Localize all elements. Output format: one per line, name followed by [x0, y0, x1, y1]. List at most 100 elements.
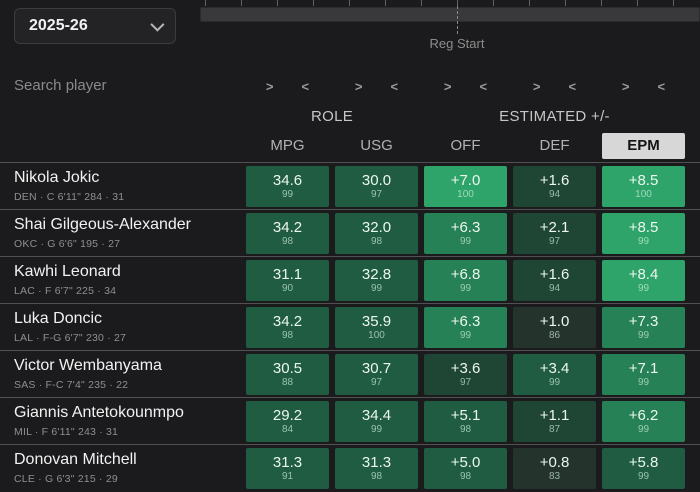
stat-value: +8.4	[628, 265, 659, 283]
stat-value: +6.2	[628, 406, 659, 424]
table-row[interactable]: Kawhi Leonard LAC · F 6'7" 225 · 34 31.1…	[0, 256, 700, 303]
stat-percentile: 87	[548, 423, 561, 435]
table-row[interactable]: Nikola Jokic DEN · C 6'11" 284 · 31 34.6…	[0, 162, 700, 209]
stat-cell-mpg: 31.3 91	[246, 447, 329, 489]
table-row[interactable]: Shai Gilgeous-Alexander OKC · G 6'6" 195…	[0, 209, 700, 256]
sort-desc-button-off[interactable]: <	[479, 78, 488, 94]
player-name[interactable]: Donovan Mitchell	[14, 451, 137, 469]
sort-pair-epm: > <	[599, 80, 688, 93]
date-range-timeline[interactable]: Reg Start	[200, 0, 700, 58]
stat-percentile: 97	[370, 188, 383, 200]
sort-asc-button-mpg[interactable]: >	[265, 78, 274, 94]
stat-cell-def: +2.1 97	[513, 212, 596, 254]
player-cell: Giannis Antetokounmpo MIL · F 6'11" 243 …	[12, 404, 243, 437]
player-stats-table: Nikola Jokic DEN · C 6'11" 284 · 31 34.6…	[0, 162, 700, 491]
stat-value: +6.8	[450, 265, 481, 283]
stat-value: 31.3	[361, 453, 392, 471]
sort-asc-button-def[interactable]: >	[532, 78, 541, 94]
stat-cell-off: +6.3 99	[424, 306, 507, 348]
search-input[interactable]	[12, 77, 224, 94]
player-name[interactable]: Victor Wembanyama	[14, 357, 162, 375]
stat-percentile: 83	[548, 470, 561, 482]
stat-percentile: 88	[281, 376, 294, 388]
stat-value: +5.8	[628, 453, 659, 471]
player-name[interactable]: Nikola Jokic	[14, 169, 100, 187]
stat-cell-epm: +7.3 99	[602, 306, 685, 348]
sort-asc-button-usg[interactable]: >	[354, 78, 363, 94]
stat-value: 34.4	[361, 406, 392, 424]
stat-percentile: 97	[370, 376, 383, 388]
stat-percentile: 98	[459, 423, 472, 435]
table-row[interactable]: Giannis Antetokounmpo MIL · F 6'11" 243 …	[0, 397, 700, 444]
stat-cell-usg: 30.0 97	[335, 165, 418, 207]
stat-cell-usg: 32.0 98	[335, 212, 418, 254]
stat-cell-mpg: 29.2 84	[246, 400, 329, 442]
stat-value: +1.0	[539, 312, 570, 330]
stat-cell-def: +1.1 87	[513, 400, 596, 442]
stat-value: 30.5	[272, 359, 303, 377]
stat-cell-off: +5.1 98	[424, 400, 507, 442]
stat-percentile: 94	[548, 188, 561, 200]
timeline-ticks	[205, 0, 699, 6]
stat-percentile: 99	[370, 423, 383, 435]
topbar: 2025-26 Reg Start	[0, 0, 700, 60]
column-header-epm[interactable]: EPM	[602, 133, 685, 159]
stat-percentile: 99	[459, 282, 472, 294]
stat-value: +8.5	[628, 218, 659, 236]
stat-value: +0.8	[539, 453, 570, 471]
stat-cell-mpg: 30.5 88	[246, 353, 329, 395]
player-name[interactable]: Giannis Antetokounmpo	[14, 404, 184, 422]
sort-pair-mpg: > <	[243, 80, 332, 93]
stat-value: 34.6	[272, 171, 303, 189]
stat-percentile: 91	[281, 470, 294, 482]
stat-cell-mpg: 31.1 90	[246, 259, 329, 301]
player-name[interactable]: Kawhi Leonard	[14, 263, 121, 281]
stat-percentile: 100	[457, 188, 474, 200]
stat-percentile: 97	[548, 235, 561, 247]
stat-percentile: 99	[637, 282, 650, 294]
stat-value: +7.0	[450, 171, 481, 189]
stat-cell-mpg: 34.2 98	[246, 306, 329, 348]
stat-percentile: 99	[548, 376, 561, 388]
stat-value: +8.5	[628, 171, 659, 189]
player-details: MIL · F 6'11" 243 · 31	[14, 425, 119, 438]
stat-cell-epm: +6.2 99	[602, 400, 685, 442]
player-details: LAC · F 6'7" 225 · 34	[14, 284, 117, 297]
stat-cell-def: +1.6 94	[513, 165, 596, 207]
season-select[interactable]: 2025-26	[14, 8, 176, 44]
sort-asc-button-epm[interactable]: >	[621, 78, 630, 94]
stat-value: +1.6	[539, 265, 570, 283]
stat-cell-mpg: 34.6 99	[246, 165, 329, 207]
stat-value: 30.7	[361, 359, 392, 377]
column-header-mpg[interactable]: MPG	[270, 137, 305, 154]
stat-cell-off: +7.0 100	[424, 165, 507, 207]
stat-percentile: 98	[370, 235, 383, 247]
sort-desc-button-mpg[interactable]: <	[301, 78, 310, 94]
stat-value: 32.8	[361, 265, 392, 283]
player-cell: Shai Gilgeous-Alexander OKC · G 6'6" 195…	[12, 216, 243, 249]
column-header-off[interactable]: OFF	[450, 137, 481, 154]
stat-value: +3.4	[539, 359, 570, 377]
sort-desc-button-epm[interactable]: <	[657, 78, 666, 94]
sort-desc-button-usg[interactable]: <	[390, 78, 399, 94]
table-row[interactable]: Donovan Mitchell CLE · G 6'3" 215 · 29 3…	[0, 444, 700, 491]
player-name[interactable]: Shai Gilgeous-Alexander	[14, 216, 191, 234]
column-header-def[interactable]: DEF	[539, 137, 570, 154]
player-name[interactable]: Luka Doncic	[14, 310, 103, 328]
sort-desc-button-def[interactable]: <	[568, 78, 577, 94]
timeline-slider-bar[interactable]	[200, 7, 700, 22]
stat-value: +2.1	[539, 218, 570, 236]
group-header-estimated-plus-minus: ESTIMATED +/-	[499, 107, 610, 125]
stat-cell-usg: 35.9 100	[335, 306, 418, 348]
sort-pair-off: > <	[421, 80, 510, 93]
table-row[interactable]: Victor Wembanyama SAS · F-C 7'4" 235 · 2…	[0, 350, 700, 397]
stat-cell-off: +6.3 99	[424, 212, 507, 254]
stat-percentile: 100	[368, 329, 385, 341]
stat-value: +6.3	[450, 218, 481, 236]
table-row[interactable]: Luka Doncic LAL · F-G 6'7" 230 · 27 34.2…	[0, 303, 700, 350]
column-header-usg[interactable]: USG	[360, 137, 393, 154]
stat-percentile: 90	[281, 282, 294, 294]
sort-asc-button-off[interactable]: >	[443, 78, 452, 94]
stat-value: 34.2	[272, 312, 303, 330]
stat-cell-def: +1.6 94	[513, 259, 596, 301]
